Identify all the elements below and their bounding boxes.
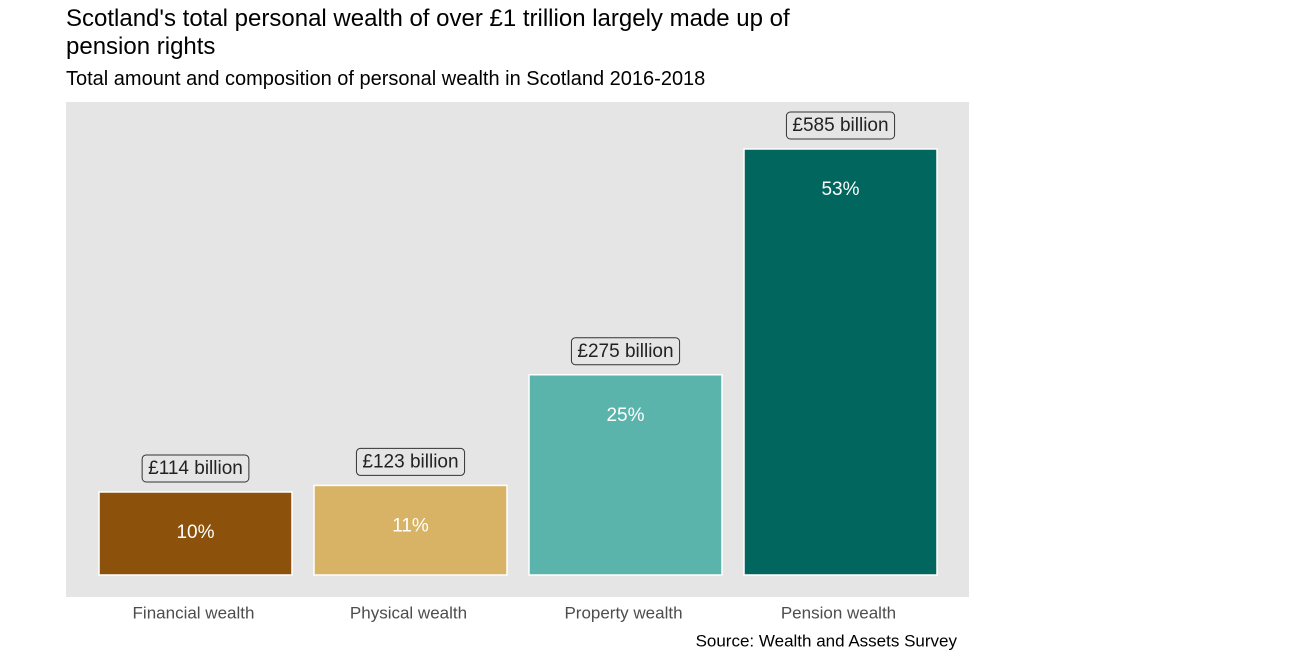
- share-label: 53%: [821, 179, 859, 200]
- value-label-box: [141, 454, 250, 483]
- bar: [528, 373, 723, 576]
- bar: [98, 491, 293, 576]
- x-tick-label: Financial wealth: [133, 603, 255, 622]
- share-label: 11%: [392, 515, 429, 536]
- bar: [743, 148, 938, 576]
- x-tick-label: Property wealth: [564, 603, 682, 622]
- value-label: £114 billion: [148, 458, 243, 479]
- chart-title: Scotland's total personal wealth of over…: [66, 5, 790, 60]
- value-label-box: [570, 337, 681, 366]
- value-label: £123 billion: [362, 451, 458, 472]
- value-label: £275 billion: [577, 341, 673, 362]
- chart-subtitle: Total amount and composition of personal…: [66, 68, 706, 90]
- x-tick-label: Pension wealth: [781, 603, 896, 622]
- bar: [313, 484, 508, 576]
- x-tick-label: Physical wealth: [350, 603, 467, 622]
- value-label-box: [355, 447, 466, 476]
- source-note: Source: Wealth and Assets Survey: [696, 631, 958, 650]
- share-label: 10%: [176, 522, 214, 543]
- share-label: 25%: [606, 405, 644, 426]
- value-label: £585 billion: [792, 115, 888, 136]
- value-label-box: [785, 111, 896, 140]
